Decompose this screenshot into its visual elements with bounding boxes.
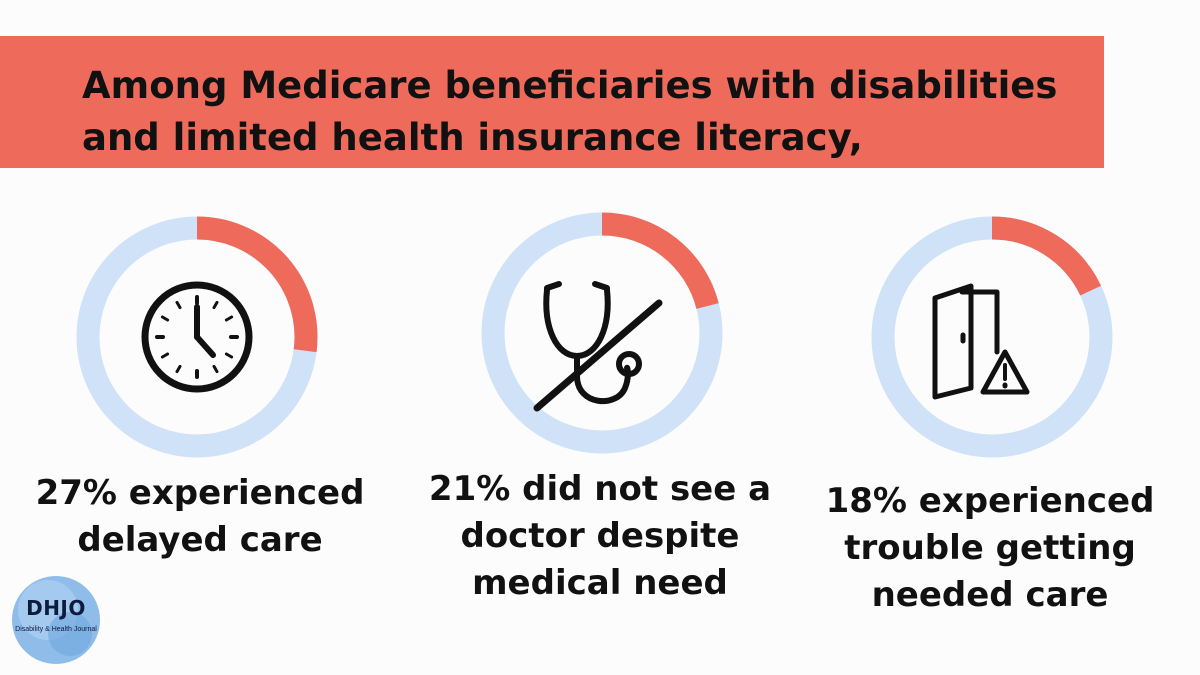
donut-highlight-arc — [871, 216, 1113, 458]
logo-blob — [12, 576, 100, 664]
donut-chart-delayed-care — [76, 216, 318, 458]
caption-line: delayed care — [77, 520, 323, 560]
donut-highlight-arc — [481, 212, 723, 454]
caption-line: 27% experienced — [35, 473, 365, 513]
journal-logo: DHJO Disability & Health Journal — [8, 572, 104, 668]
caption-trouble-getting-care: 18% experienced trouble getting needed c… — [810, 478, 1170, 619]
logo-title: DHJO — [26, 596, 86, 620]
donut-chart-no-doctor — [481, 212, 723, 454]
door-warning-icon — [932, 283, 1030, 400]
logo-subtitle: Disability & Health Journal — [15, 626, 97, 633]
caption-line: 18% experienced — [825, 481, 1155, 521]
title-line-2: and limited health insurance literacy, — [82, 116, 863, 159]
stat-no-doctor — [465, 200, 765, 460]
page-title: Among Medicare beneficiaries with disabi… — [82, 60, 1092, 164]
caption-line: trouble getting — [844, 528, 1136, 568]
title-line-1: Among Medicare beneficiaries with disabi… — [82, 64, 1058, 107]
caption-delayed-care: 27% experienced delayed care — [20, 470, 380, 564]
crossed-stethoscope-icon — [533, 281, 663, 412]
stat-delayed-care — [60, 200, 360, 460]
donut-chart-trouble-getting-care — [871, 216, 1113, 458]
caption-line: medical need — [472, 563, 728, 603]
caption-line: 21% did not see a — [428, 469, 772, 509]
clock-icon — [141, 281, 253, 393]
caption-no-doctor: 21% did not see a doctor despite medical… — [420, 466, 780, 607]
donut-highlight-arc — [76, 216, 318, 458]
title-banner — [0, 36, 1104, 168]
stat-trouble-getting-care — [860, 200, 1160, 460]
caption-line: doctor despite — [460, 516, 740, 556]
caption-line: needed care — [871, 575, 1109, 615]
